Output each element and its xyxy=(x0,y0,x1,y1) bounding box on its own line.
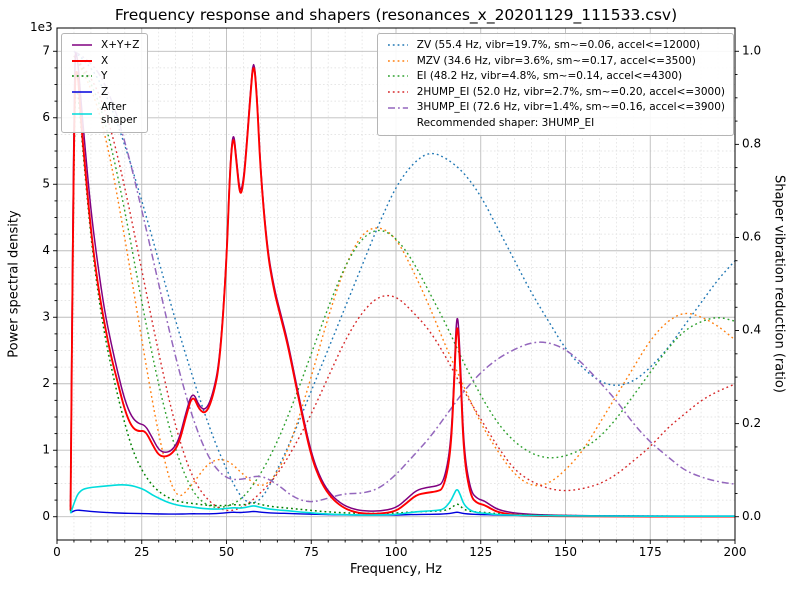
z-line-swatch xyxy=(70,87,94,97)
left-axis-scale-label: 1e3 xyxy=(30,20,53,34)
left-axis-label: Power spectral density xyxy=(6,210,22,358)
legend-item-recommended: Recommended shaper: 3HUMP_EI xyxy=(386,117,725,130)
xyz-line-swatch xyxy=(70,40,94,50)
legend-item-zv: ZV (55.4 Hz, vibr=19.7%, sm~=0.06, accel… xyxy=(386,39,725,52)
ei-line-swatch xyxy=(386,71,410,81)
2hump-ei-line-swatch xyxy=(386,87,410,97)
y-line-swatch xyxy=(70,71,94,81)
3hump-ei-line-swatch xyxy=(386,103,410,113)
legend-label: MZV (34.6 Hz, vibr=3.6%, sm~=0.17, accel… xyxy=(416,54,696,67)
legend-label: X+Y+Z xyxy=(101,39,140,51)
legend-label: X xyxy=(101,54,109,67)
legend-label: EI (48.2 Hz, vibr=4.8%, sm~=0.14, accel<… xyxy=(416,70,683,83)
x-line-swatch xyxy=(70,56,94,66)
legend-label: Y xyxy=(101,70,108,83)
zv-line-swatch xyxy=(386,40,410,50)
legend-item-mzv: MZV (34.6 Hz, vibr=3.6%, sm~=0.17, accel… xyxy=(386,55,725,68)
legend-label: 2HUMP_EI (52.0 Hz, vibr=2.7%, sm~=0.20, … xyxy=(416,85,725,98)
psd-legend: X+Y+Z X Y Z After shaper xyxy=(61,33,149,133)
legend-item-xyz: X+Y+Z xyxy=(70,39,139,52)
legend-item-after-shaper: After shaper xyxy=(70,101,139,126)
legend-item-x: X xyxy=(70,55,139,68)
after-shaper-line-swatch xyxy=(70,109,94,119)
chart-title: Frequency response and shapers (resonanc… xyxy=(114,6,678,24)
legend-label: Z xyxy=(101,85,109,98)
legend-item-y: Y xyxy=(70,70,139,83)
right-axis-label: Shaper vibration reduction (ratio) xyxy=(771,175,787,393)
mzv-line-swatch xyxy=(386,56,410,66)
legend-item-z: Z xyxy=(70,86,139,99)
x-axis-label: Frequency, Hz xyxy=(349,562,443,577)
recommended-shaper-text: Recommended shaper: 3HUMP_EI xyxy=(416,116,595,129)
legend-label: 3HUMP_EI (72.6 Hz, vibr=1.4%, sm~=0.16, … xyxy=(416,101,725,114)
legend-item-ei: EI (48.2 Hz, vibr=4.8%, sm~=0.14, accel<… xyxy=(386,70,725,83)
legend-item-3hump-ei: 3HUMP_EI (72.6 Hz, vibr=1.4%, sm~=0.16, … xyxy=(386,101,725,114)
legend-item-2hump-ei: 2HUMP_EI (52.0 Hz, vibr=2.7%, sm~=0.20, … xyxy=(386,86,725,99)
legend-label: After shaper xyxy=(101,101,138,126)
legend-label: ZV (55.4 Hz, vibr=19.7%, sm~=0.06, accel… xyxy=(416,39,701,51)
shaper-legend: ZV (55.4 Hz, vibr=19.7%, sm~=0.06, accel… xyxy=(376,33,734,136)
